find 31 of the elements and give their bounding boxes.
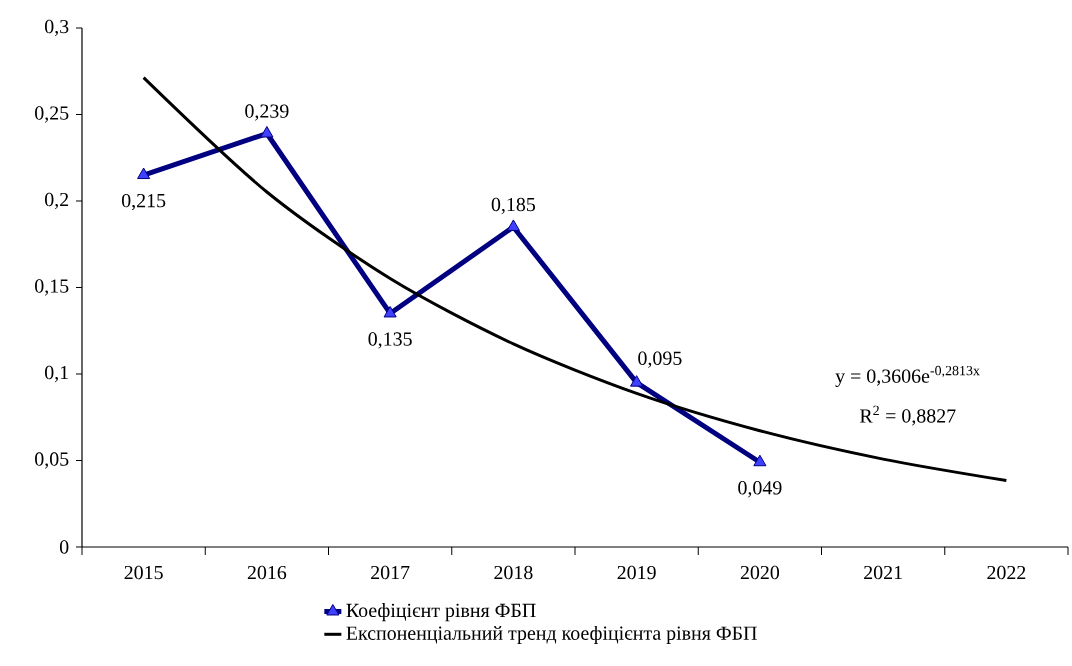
y-tick-label: 0,05	[35, 452, 69, 469]
data-label: 0,185	[491, 197, 536, 215]
y-tick-label: 0,2	[45, 192, 69, 210]
data-label: 0,239	[245, 104, 289, 121]
legend-label: Експоненціальний тренд коефіцієнта рівня ФБП	[346, 625, 757, 644]
y-tick-label: 0,1	[45, 365, 68, 383]
y-tick-label: 0	[59, 540, 69, 554]
annotation: y = 0,3606e$^{-0,2813x}$	[835, 365, 980, 387]
point	[753, 454, 767, 467]
point	[137, 167, 151, 180]
x-tick-label: 2018	[494, 565, 533, 580]
y-tick-label: 0,15	[35, 279, 69, 296]
x-tick-label: 2015	[124, 565, 163, 580]
x-tick-label: 2019	[617, 565, 656, 580]
y-tick-label: 0,3	[45, 19, 69, 37]
x-tick-label: 2021	[864, 565, 902, 580]
annotation: R$^{2}$ = 0,8827	[859, 405, 956, 426]
point	[506, 219, 520, 231]
point	[630, 375, 644, 387]
data-label: 0,215	[121, 193, 166, 211]
legend-label: Коефіцієнт рівня ФБП	[346, 603, 536, 622]
point	[260, 126, 274, 138]
data-label: 0,049	[738, 481, 782, 498]
x-tick-label: 2017	[371, 565, 410, 580]
y-tick-label: 0,25	[35, 106, 69, 123]
point	[383, 305, 397, 318]
data-label: 0,135	[368, 332, 412, 349]
x-tick-label: 2016	[247, 565, 287, 580]
x-tick-label: 2022	[987, 565, 1026, 580]
data-label: 0,095	[638, 351, 682, 368]
x-tick-label: 2020	[740, 565, 780, 580]
